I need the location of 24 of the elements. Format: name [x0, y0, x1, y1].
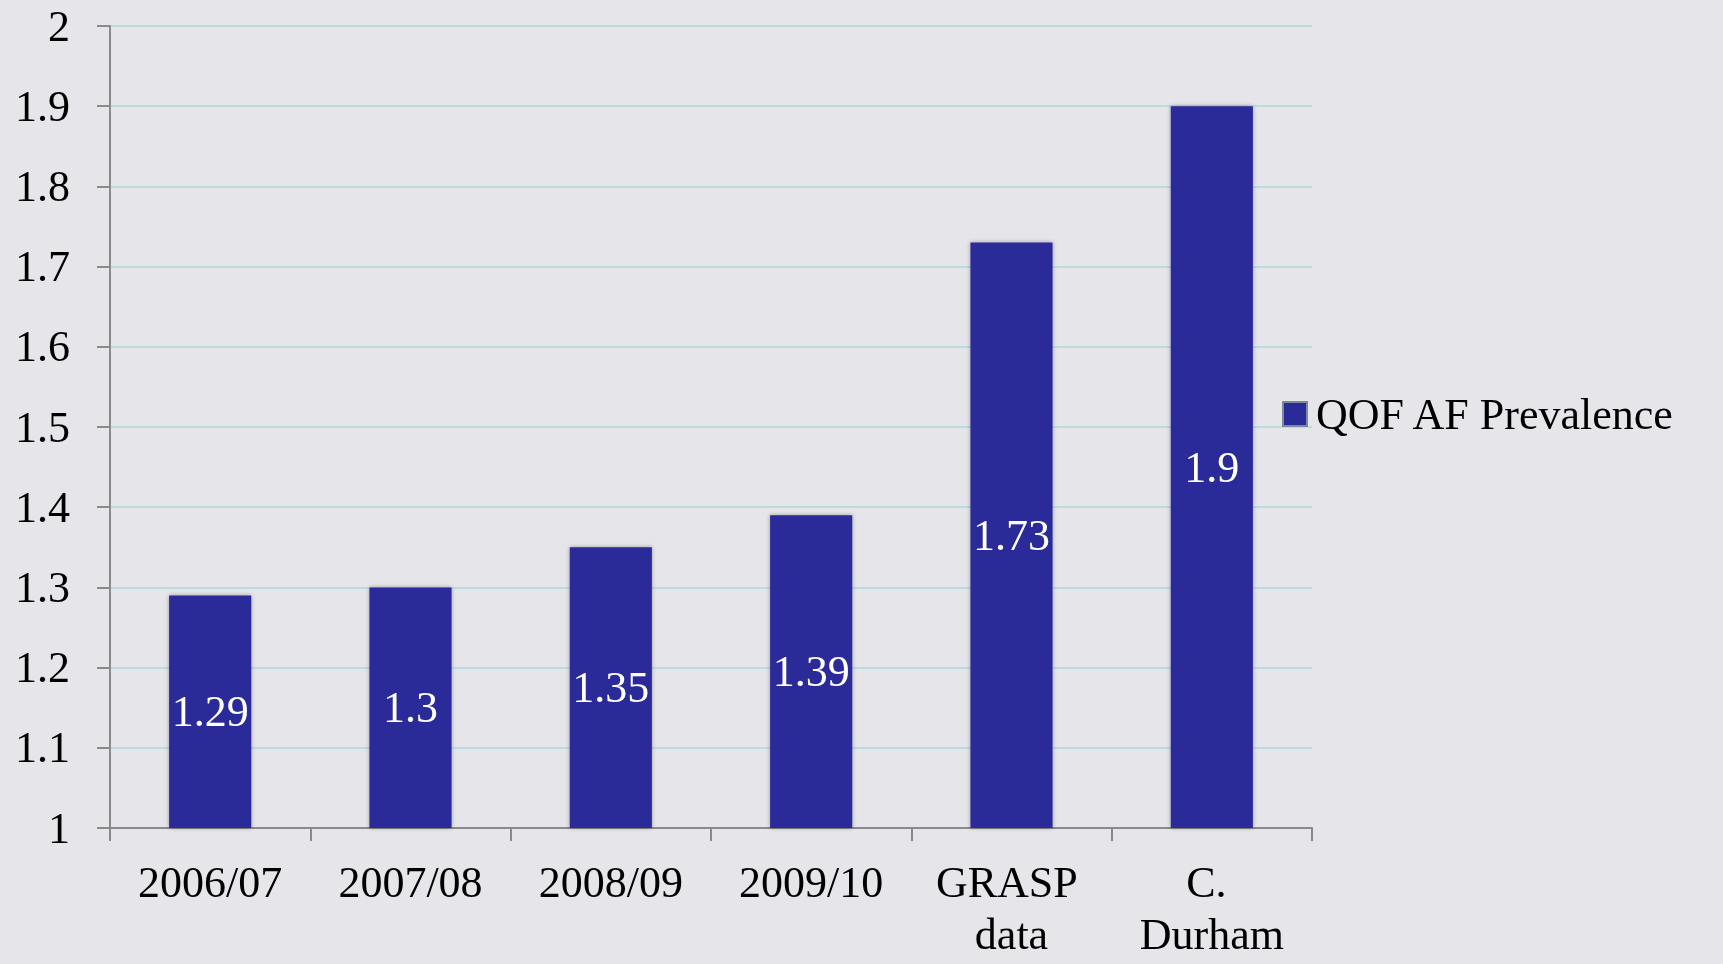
x-tick-label: GRASP data: [935, 857, 1088, 959]
y-tick-label: 1.8: [15, 161, 70, 211]
y-tick-label: 1.3: [15, 562, 70, 612]
legend-label: QOF AF Prevalence: [1316, 389, 1673, 439]
x-tick-label: 2009/10: [739, 857, 884, 907]
data-label: 1.39: [772, 647, 850, 697]
y-tick-label: 1.2: [15, 643, 70, 693]
x-tick-label: 2007/08: [338, 857, 483, 907]
y-tick-label: 1.6: [15, 322, 70, 372]
x-tick-label: C. Durham: [1139, 857, 1284, 959]
data-label: 1.73: [973, 510, 1050, 560]
y-tick-label: 1.5: [15, 402, 70, 452]
data-label: 1.35: [572, 663, 650, 713]
y-tick-label: 1.1: [15, 723, 70, 773]
y-tick-label: 1: [48, 803, 70, 853]
data-label: 1.29: [171, 687, 249, 737]
x-tick-label: 2008/09: [538, 857, 683, 907]
data-label: 1.9: [1184, 442, 1240, 492]
y-tick-label: 1.9: [15, 81, 70, 131]
data-label: 1.3: [383, 683, 438, 733]
y-tick-label: 2: [48, 1, 70, 51]
y-tick-label: 1.4: [15, 482, 70, 532]
x-tick-label: 2006/07: [138, 857, 283, 907]
y-tick-label: 1.7: [15, 242, 70, 292]
